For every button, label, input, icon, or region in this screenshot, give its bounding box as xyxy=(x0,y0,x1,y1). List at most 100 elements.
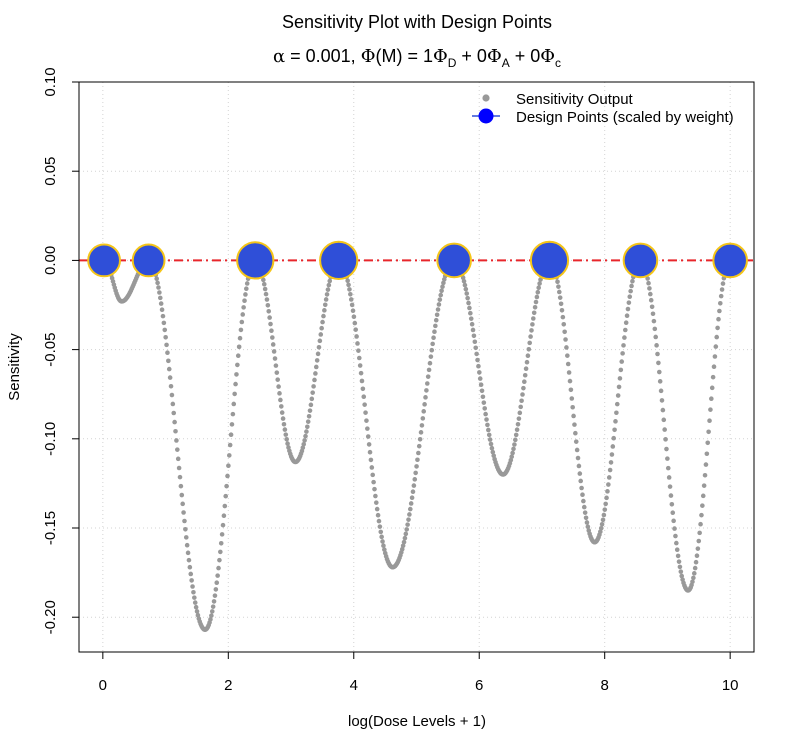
sensitivity-point xyxy=(220,522,226,528)
sensitivity-point xyxy=(461,278,467,284)
sensitivity-point xyxy=(650,311,656,317)
sensitivity-point xyxy=(628,288,633,294)
sensitivity-point xyxy=(462,282,468,288)
sensitivity-point xyxy=(485,422,490,428)
sensitivity-point xyxy=(372,486,377,492)
design-point xyxy=(436,242,472,279)
sensitivity-point xyxy=(677,564,683,570)
sensitivity-point xyxy=(582,510,588,515)
sensitivity-point xyxy=(717,308,722,314)
sensitivity-point xyxy=(418,430,424,435)
sensitivity-point xyxy=(351,314,357,320)
sensitivity-point xyxy=(523,366,529,372)
sensitivity-point xyxy=(519,398,524,404)
sensitivity-point xyxy=(224,483,229,489)
sensitivity-point xyxy=(656,360,661,366)
sensitivity-point xyxy=(286,445,291,450)
sensitivity-point xyxy=(599,521,605,527)
sensitivity-point xyxy=(691,571,697,576)
sensitivity-point xyxy=(156,285,161,290)
sensitivity-point xyxy=(359,378,365,384)
sensitivity-point xyxy=(300,445,306,451)
sensitivity-point xyxy=(346,282,351,288)
y-tick-label: -0.20 xyxy=(42,600,59,634)
sensitivity-point xyxy=(511,446,516,452)
sensitivity-point xyxy=(524,359,530,365)
sensitivity-point xyxy=(327,278,333,284)
sensitivity-point xyxy=(379,534,384,540)
sensitivity-point xyxy=(307,408,313,413)
sensitivity-point xyxy=(607,467,613,473)
sensitivity-point xyxy=(261,277,266,283)
sensitivity-point xyxy=(534,294,540,300)
sensitivity-point xyxy=(369,465,375,470)
sensitivity-point xyxy=(482,406,488,411)
sensitivity-point xyxy=(604,495,609,501)
sensitivity-point xyxy=(715,325,720,331)
design-point xyxy=(131,243,166,278)
sensitivity-point xyxy=(509,454,515,460)
y-tick-label: 0.00 xyxy=(42,246,59,275)
sensitivity-point xyxy=(402,535,408,541)
sensitivity-point xyxy=(675,553,681,559)
sensitivity-point xyxy=(559,307,565,313)
sensitivity-point xyxy=(629,283,634,289)
sensitivity-point xyxy=(229,422,235,427)
sensitivity-point xyxy=(352,320,358,326)
sensitivity-point xyxy=(557,289,562,295)
sensitivity-point xyxy=(610,444,616,449)
sensitivity-point xyxy=(696,538,702,544)
sensitivity-point xyxy=(414,464,419,469)
sensitivity-point xyxy=(227,442,233,448)
sensitivity-point xyxy=(700,493,706,499)
sensitivity-point xyxy=(565,353,570,358)
sensitivity-point xyxy=(574,447,580,453)
sensitivity-point xyxy=(277,391,282,396)
sensitivity-point xyxy=(440,284,445,290)
sensitivity-point xyxy=(678,569,684,574)
sensitivity-point xyxy=(522,372,528,378)
sensitivity-point xyxy=(261,281,267,287)
sensitivity-point xyxy=(555,279,560,285)
sensitivity-point xyxy=(228,432,234,437)
design-points xyxy=(87,240,748,281)
sensitivity-point xyxy=(703,462,709,467)
sensitivity-point xyxy=(301,441,307,447)
sensitivity-point xyxy=(326,282,332,288)
sensitivity-point xyxy=(527,340,533,346)
sensitivity-point xyxy=(614,401,620,407)
sensitivity-point xyxy=(218,540,224,546)
sensitivity-point xyxy=(674,540,679,546)
sensitivity-point xyxy=(441,280,446,286)
sensitivity-point xyxy=(348,297,354,302)
sensitivity-point xyxy=(306,413,312,419)
sensitivity-point xyxy=(315,351,321,357)
sensitivity-point xyxy=(410,489,416,495)
sensitivity-point xyxy=(240,312,246,317)
sensitivity-point xyxy=(263,291,269,297)
sensitivity-point xyxy=(709,396,714,401)
sensitivity-point xyxy=(530,322,535,327)
sensitivity-point xyxy=(210,604,216,609)
subtitle-d-sub: D xyxy=(448,56,457,70)
sensitivity-point xyxy=(161,320,167,326)
design-point xyxy=(529,240,570,281)
sensitivity-point xyxy=(190,584,195,589)
sensitivity-point xyxy=(403,531,409,537)
x-tick-label: 0 xyxy=(99,677,107,694)
sensitivity-point xyxy=(423,395,428,400)
sensitivity-point xyxy=(314,358,320,363)
sensitivity-point xyxy=(185,550,191,556)
sensitivity-point xyxy=(579,485,584,491)
sensitivity-point xyxy=(463,286,469,292)
y-tick-label: 0.05 xyxy=(42,157,59,186)
x-tick-label: 6 xyxy=(475,677,483,694)
sensitivity-point xyxy=(420,416,426,421)
sensitivity-point xyxy=(319,325,324,331)
sensitivity-point xyxy=(674,547,680,553)
sensitivity-point xyxy=(282,427,288,432)
sensitivity-point xyxy=(194,609,200,614)
sensitivity-point xyxy=(430,341,435,347)
design-point xyxy=(622,242,659,279)
sensitivity-point xyxy=(718,293,724,299)
